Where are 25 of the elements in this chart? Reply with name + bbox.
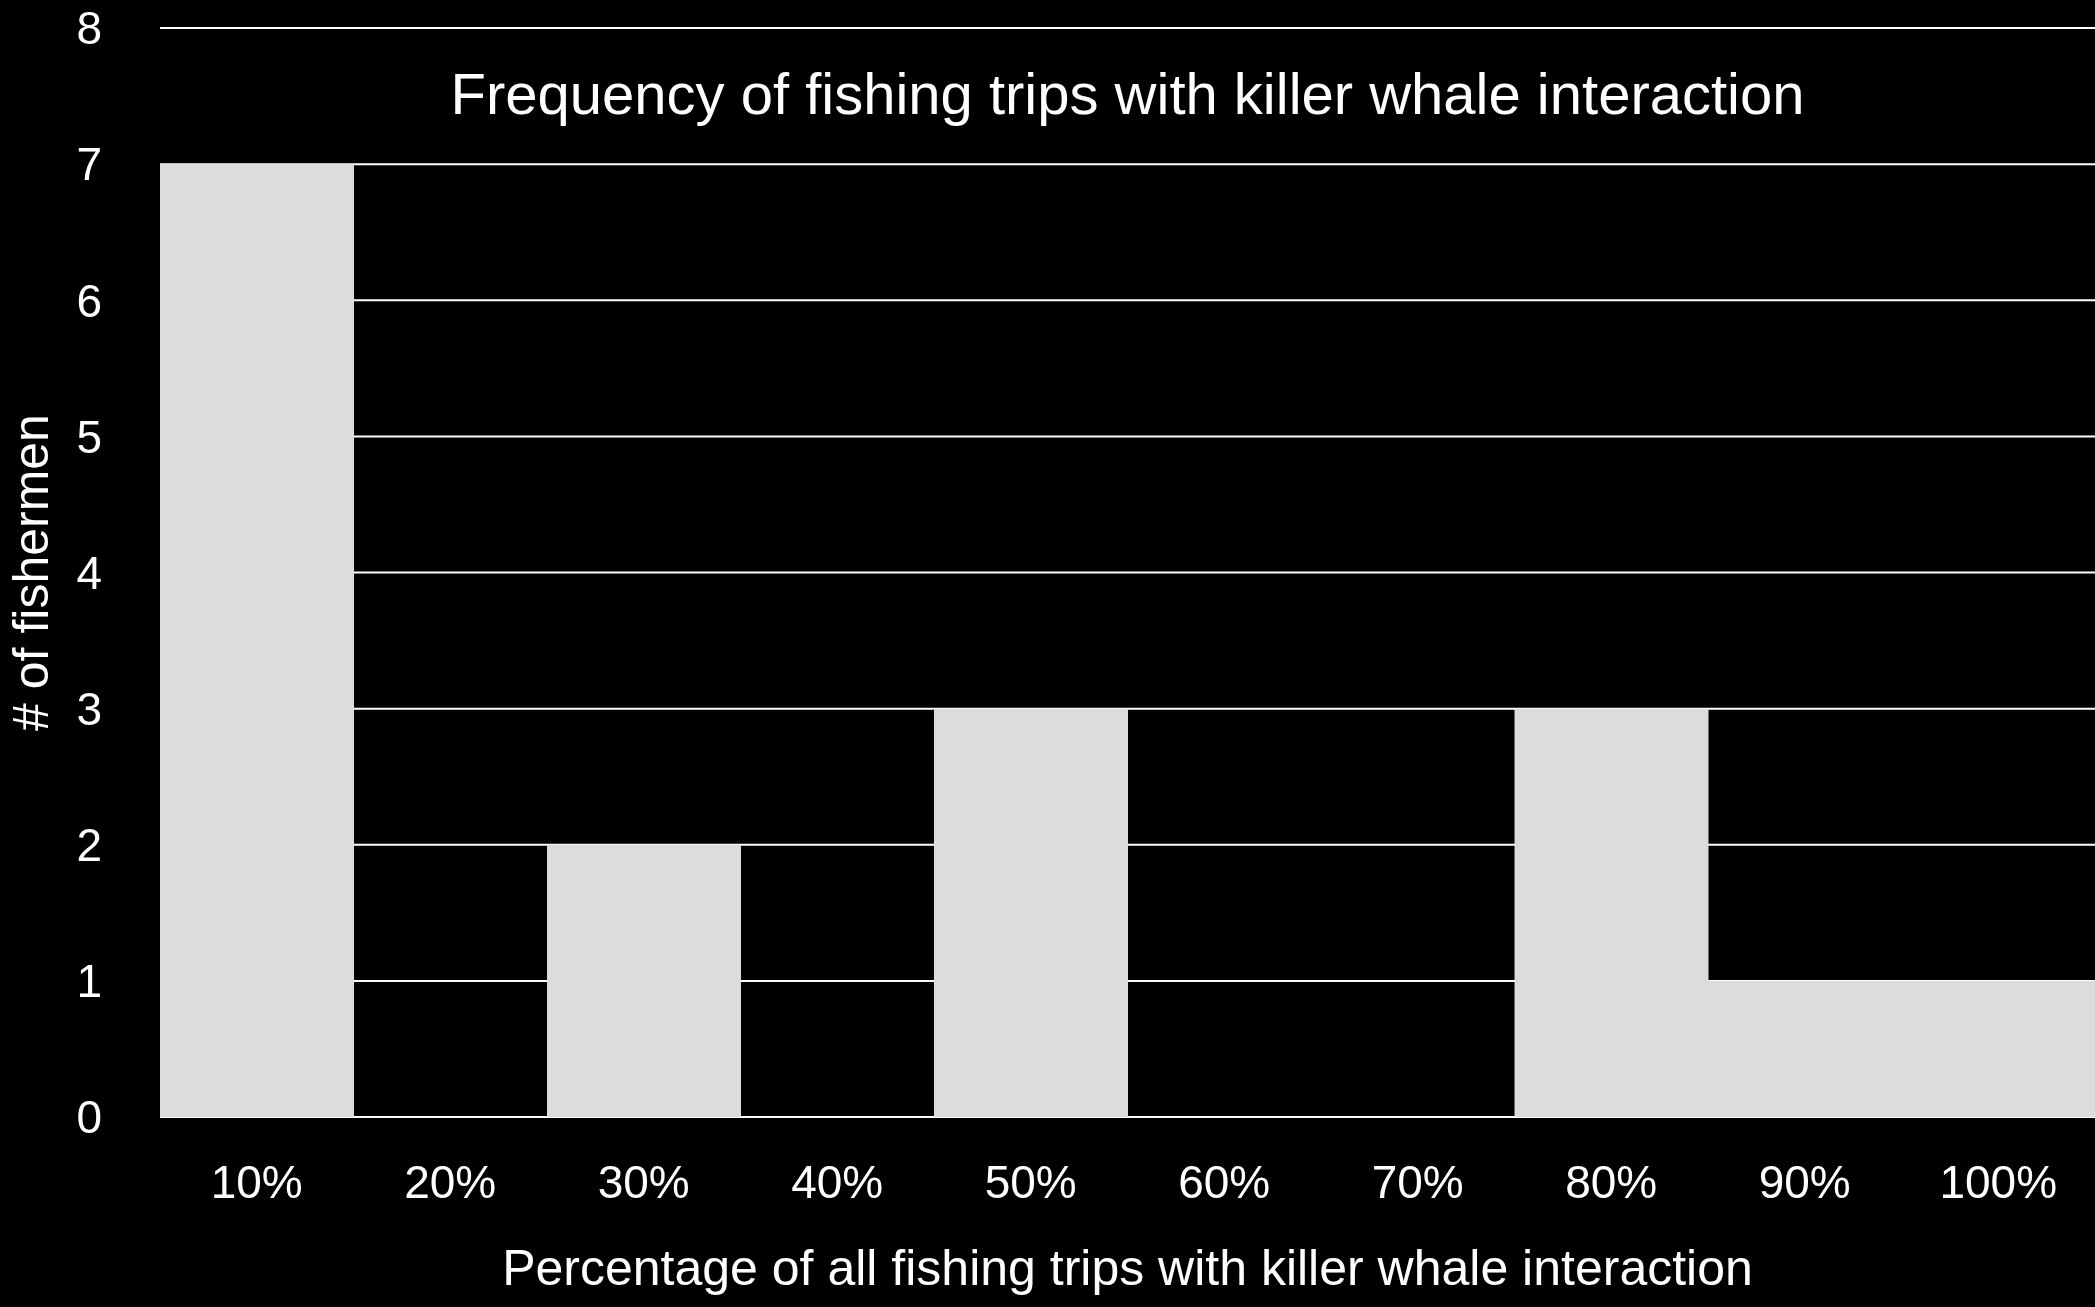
x-axis-title: Percentage of all fishing trips with killer whale interaction (502, 1240, 1753, 1296)
x-tick-label: 40% (791, 1155, 884, 1208)
x-tick-label: 100% (1939, 1155, 2058, 1208)
bar (547, 844, 741, 1117)
x-tick-label: 10% (210, 1155, 303, 1208)
x-tick-label: 20% (404, 1155, 497, 1208)
x-tick-label: 80% (1565, 1155, 1658, 1208)
y-tick-label: 6 (76, 274, 102, 327)
x-tick-label: 50% (984, 1155, 1077, 1208)
y-tick-label: 2 (76, 819, 102, 872)
y-tick-label: 1 (76, 955, 102, 1008)
y-tick-label: 3 (76, 682, 102, 735)
bar (160, 164, 354, 1117)
y-axis-title: # of fishermen (2, 414, 59, 731)
y-tick-label: 7 (76, 138, 102, 191)
y-tick-label: 5 (76, 410, 102, 463)
x-tick-label: 70% (1371, 1155, 1464, 1208)
x-tick-label: 90% (1758, 1155, 1851, 1208)
y-tick-label: 8 (76, 2, 102, 55)
x-tick-label: 30% (597, 1155, 690, 1208)
text: Frequency of fishing trips with killer whale interaction (449, 60, 1806, 127)
y-tick-label: 0 (76, 1091, 102, 1144)
x-tick-label: 60% (1178, 1155, 1271, 1208)
bar (934, 708, 1128, 1117)
y-tick-label: 4 (76, 546, 102, 599)
